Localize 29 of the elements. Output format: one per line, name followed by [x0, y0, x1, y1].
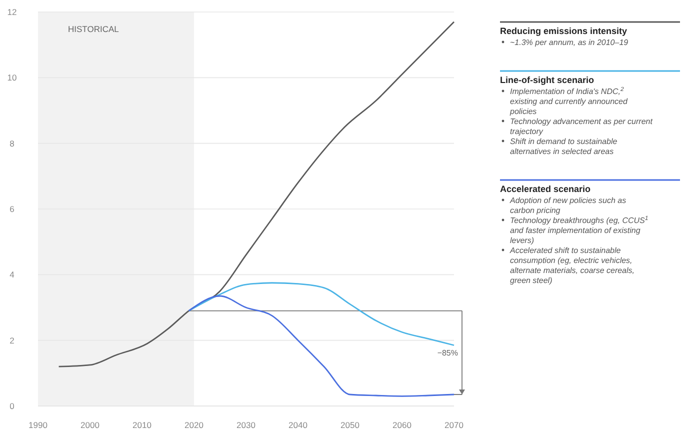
y-tick-label: 4	[10, 270, 15, 280]
text: ~1.3% per annum, as in 2010–19	[510, 38, 629, 47]
x-tick-label: 2000	[80, 420, 100, 430]
text: Line-of-sight scenario	[500, 75, 595, 85]
text: Adoption of new policies such as carbon pricing	[509, 196, 626, 215]
line-series	[188, 282, 455, 346]
y-tick-label: 8	[10, 138, 15, 148]
text: Implementation of India's NDC,$^{2}$ existing and currently announced policies	[509, 86, 628, 116]
x-tick-label: 2040	[288, 420, 308, 430]
text: Shift in demand to sustainable alternatives in selected areas	[510, 137, 618, 156]
x-tick-label: 1990	[28, 420, 48, 430]
y-tick-label: 2	[10, 335, 15, 346]
y-tick-label: 6	[10, 204, 15, 214]
y-tick-label: 0	[10, 401, 15, 411]
x-tick-label: 2070	[444, 420, 464, 430]
x-tick-label: 2050	[340, 420, 360, 430]
text: Reducing emissions intensity	[500, 26, 628, 36]
x-tick-label: 2030	[236, 420, 256, 430]
text: Accelerated scenario	[500, 184, 592, 194]
annotation: −85%	[437, 348, 458, 358]
text: Accelerated shift to sustainable consumption (eg, electric vehicles, alternate materials, coarse cereals, green steel)	[509, 246, 634, 285]
y-tick-label: 10	[7, 72, 17, 83]
x-tick-label: 2010	[132, 420, 152, 430]
y-tick-label: 12	[7, 7, 17, 17]
text: Technology advancement as per current trajectory	[510, 117, 654, 136]
text: Technology breakthroughs (eg, CCUS$^{1}$ and faster implementation of existing levers)	[510, 215, 648, 245]
x-tick-label: 2060	[392, 420, 412, 430]
x-tick-label: 2020	[184, 420, 204, 430]
band-label: HISTORICAL	[68, 24, 120, 34]
